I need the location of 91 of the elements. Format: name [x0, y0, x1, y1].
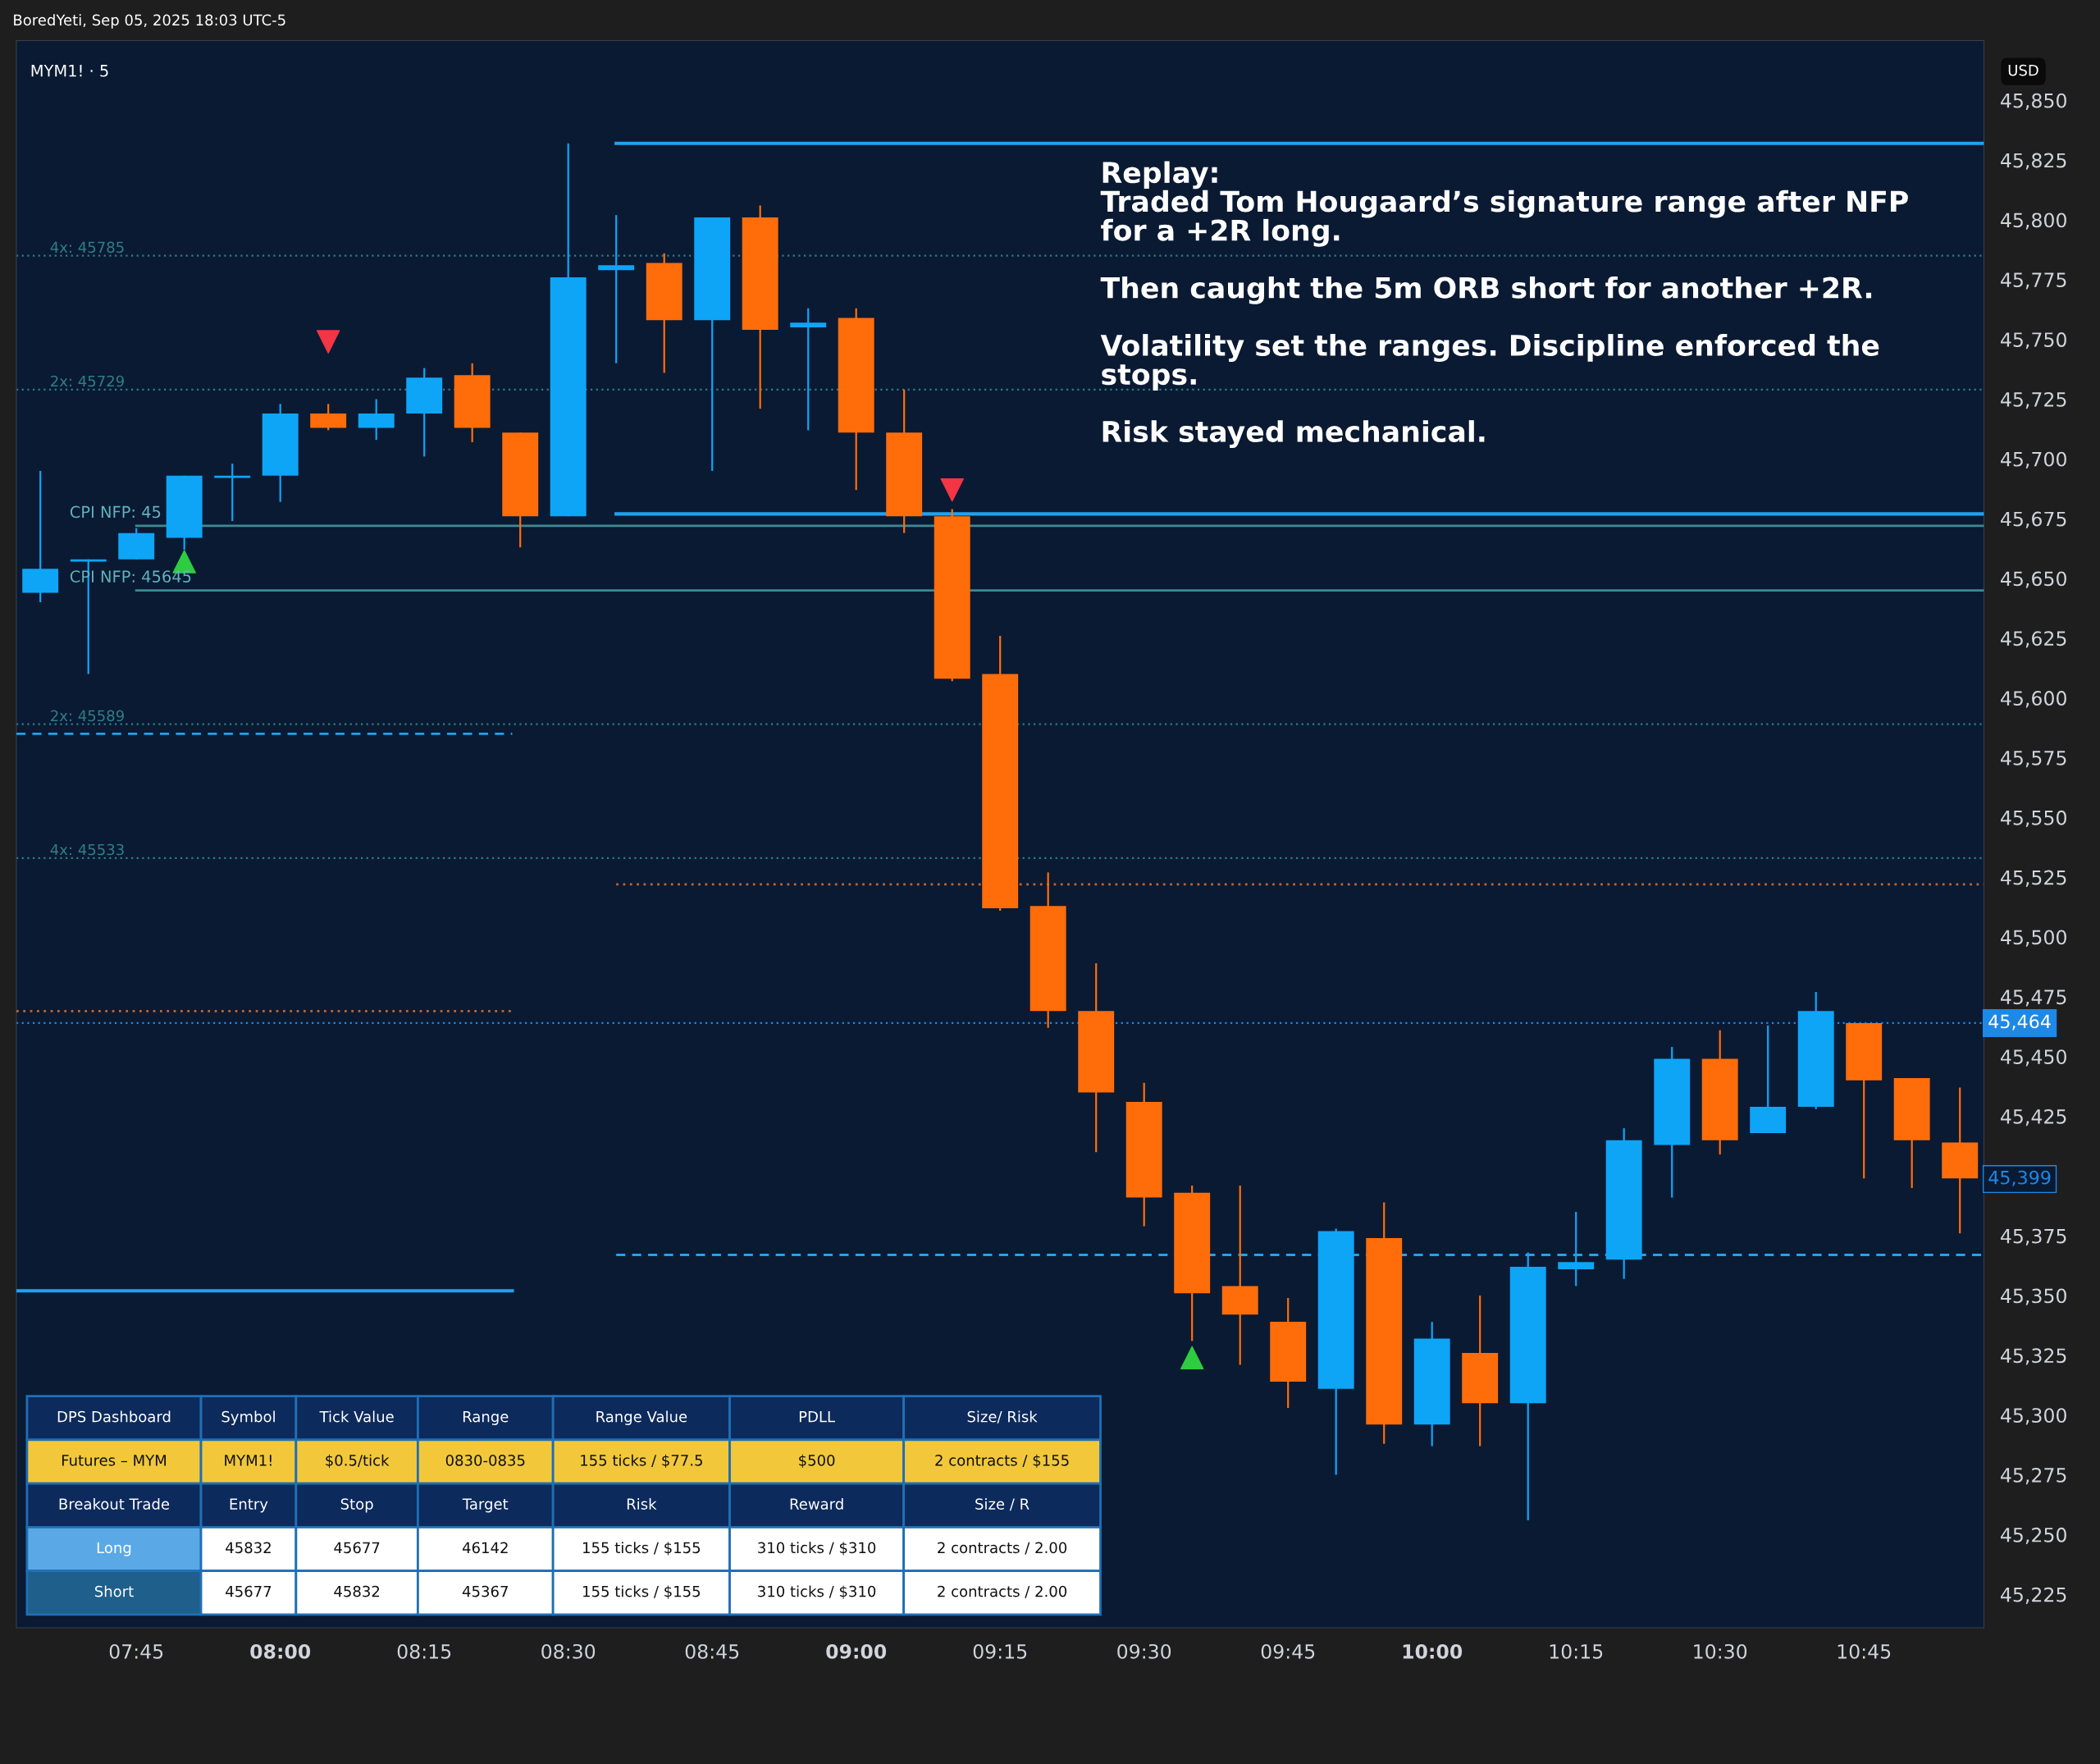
y-tick-label: 45,475 — [2001, 989, 2066, 1007]
x-tick-label: 10:30 — [1694, 1643, 1747, 1659]
y-tick-label: 45,725 — [2001, 391, 2066, 409]
annotation: 155 ticks / $155 — [583, 1542, 701, 1556]
y-tick-label: 45,775 — [2001, 272, 2066, 290]
annotation: Long — [97, 1542, 131, 1556]
annotation: Breakout Trade — [59, 1497, 170, 1510]
annotation: 45832 — [334, 1585, 380, 1597]
y-tick-label: 45,825 — [2001, 153, 2066, 170]
text: 45,399 — [1988, 1170, 2051, 1186]
annotation: 310 ticks / $310 — [758, 1542, 876, 1556]
annotation: 2 contracts / 2.00 — [938, 1585, 1067, 1598]
y-tick-label: 45,650 — [2001, 571, 2066, 588]
x-tick-label: 09:00 — [826, 1643, 887, 1659]
ref-line-label: 45,464 — [1988, 1014, 2051, 1031]
point — [1180, 1346, 1204, 1370]
annotation: Short — [94, 1585, 134, 1597]
x-tick-label: 09:30 — [1117, 1643, 1171, 1659]
text: USD — [2008, 64, 2038, 76]
y-tick-label: 45,225 — [2001, 1587, 2066, 1604]
y-tick-label: 45,550 — [2001, 810, 2066, 828]
x-tick-label: 08:00 — [250, 1643, 311, 1659]
annotation: 45832 — [226, 1542, 271, 1554]
annotation: PDLL — [799, 1411, 835, 1423]
ref-line-label: 2x: 45589 — [51, 710, 124, 722]
y-tick-label: 45,275 — [2001, 1468, 2066, 1485]
annotation: Stop — [340, 1498, 373, 1513]
annotation: Range Value — [596, 1410, 687, 1425]
x-tick-label: 10:45 — [1838, 1643, 1891, 1659]
y-tick-label: 45,850 — [2001, 93, 2066, 110]
y-tick-label: 45,600 — [2001, 691, 2066, 708]
annotation: 2 contracts / 2.00 — [938, 1542, 1067, 1555]
y-tick-label: 45,425 — [2001, 1108, 2066, 1126]
annotation: Symbol — [221, 1410, 275, 1425]
annotation: $500 — [799, 1454, 835, 1469]
annotation: 45677 — [334, 1542, 380, 1554]
annotation: 155 ticks / $155 — [583, 1585, 701, 1599]
annotation: Futures – MYM — [62, 1455, 167, 1466]
candlestick — [598, 214, 635, 364]
annotation: MYM1! — [225, 1455, 272, 1466]
text: BoredYeti, Sep 05, 2025 18:03 UTC-5 — [14, 14, 285, 29]
y-tick-label: 45,300 — [2001, 1408, 2066, 1425]
annotation: Target — [462, 1498, 509, 1513]
x-tick-label: 08:15 — [397, 1643, 451, 1659]
y-tick-label: 45,700 — [2001, 451, 2066, 469]
annotation: 0830-0835 — [445, 1455, 525, 1466]
x-tick-label: 08:45 — [685, 1643, 739, 1659]
ref-line-label: 4x: 45533 — [50, 843, 124, 856]
annotation: 155 ticks / $77.5 — [581, 1454, 702, 1469]
y-tick-label: 45,375 — [2001, 1228, 2066, 1245]
annotation: $0.5/tick — [326, 1454, 390, 1469]
annotation: Tick Value — [319, 1410, 394, 1423]
y-tick-label: 45,250 — [2001, 1527, 2066, 1545]
candlestick — [1558, 1210, 1595, 1287]
y-tick-label: 45,325 — [2001, 1348, 2066, 1365]
text: MYM1! · 5 — [31, 65, 108, 77]
y-tick-label: 45,675 — [2001, 511, 2066, 528]
x-tick-label: 09:15 — [973, 1643, 1027, 1659]
annotation: 2 contracts / $155 — [935, 1454, 1069, 1469]
annotation: Reward — [790, 1497, 843, 1510]
y-tick-label: 45,750 — [2001, 332, 2066, 350]
y-tick-label: 45,575 — [2001, 751, 2066, 768]
x-tick-label: 10:00 — [1403, 1643, 1463, 1659]
point — [316, 330, 340, 354]
annotation: DPS Dashboard — [57, 1410, 171, 1423]
x-tick-label: 07:45 — [109, 1643, 163, 1659]
candlestick — [214, 463, 251, 523]
y-tick-label: 45,500 — [2001, 930, 2066, 947]
y-tick-label: 45,350 — [2001, 1288, 2066, 1305]
x-tick-label: 10:15 — [1550, 1643, 1603, 1659]
annotation: 310 ticks / $310 — [758, 1585, 876, 1599]
candlestick — [790, 307, 827, 432]
y-tick-label: 45,625 — [2001, 631, 2066, 648]
annotation: Range — [463, 1411, 509, 1425]
x-tick-label: 08:30 — [541, 1643, 596, 1659]
annotation: Replay: Traded Tom Hougaard’s signature range after NFP for a +2R long. Then caught the 5m ORB short for another +2R. Volatility set the ranges. Discipline enforced the stops. Risk stayed mechanical. — [1100, 161, 1908, 449]
y-tick-label: 45,525 — [2001, 870, 2066, 887]
ref-line-label: 2x: 45729 — [51, 375, 124, 387]
ref-line-label: 4x: 45785 — [50, 241, 124, 254]
annotation: Size / R — [975, 1497, 1029, 1511]
annotation: 46142 — [462, 1542, 508, 1554]
y-tick-label: 45,800 — [2001, 213, 2066, 230]
annotation: Risk — [627, 1497, 657, 1510]
x-tick-label: 09:45 — [1261, 1643, 1315, 1659]
annotation: Entry — [230, 1498, 268, 1513]
annotation: Size/ Risk — [967, 1410, 1038, 1424]
point — [940, 478, 964, 502]
annotation: 45367 — [462, 1585, 508, 1597]
series-label: CPI NFP: 45 — [70, 505, 161, 519]
annotation: 45677 — [226, 1585, 272, 1597]
y-tick-label: 45,450 — [2001, 1049, 2066, 1067]
